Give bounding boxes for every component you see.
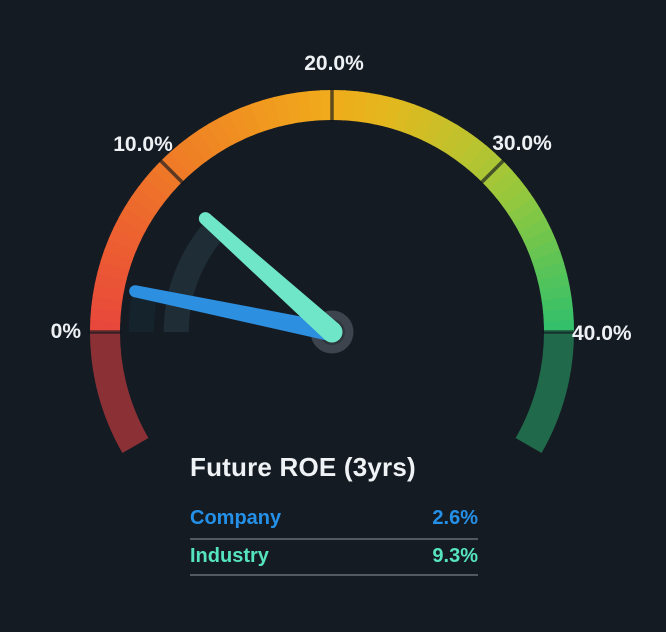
company-needle-tip [129, 285, 142, 298]
gauge-dial [87, 87, 577, 453]
tick-label-40: 40.0% [572, 322, 632, 345]
legend-row-company: Company 2.6% [190, 503, 478, 540]
industry-needle-tip [198, 212, 212, 226]
gauge-arc-under-min [90, 331, 149, 453]
legend-panel: Future ROE (3yrs) Company 2.6% Industry … [190, 451, 478, 576]
chart-title: Future ROE (3yrs) [190, 452, 416, 482]
gauge-arc-over-max [515, 331, 574, 453]
tick-label-30: 30.0% [492, 132, 552, 155]
legend-row-industry: Industry 9.3% [190, 540, 478, 576]
company-label: Company [190, 507, 282, 529]
industry-label: Industry [190, 545, 269, 567]
industry-needle [201, 213, 340, 340]
tick-label-20: 20.0% [304, 52, 364, 75]
company-value: 2.6% [432, 507, 478, 529]
industry-value: 9.3% [432, 545, 478, 567]
gauge-tick-mark [478, 157, 507, 186]
tick-label-10: 10.0% [113, 133, 173, 156]
industry-trail-arc [163, 219, 226, 333]
gauge-tick-mark [157, 157, 186, 186]
industry-needle-cap [321, 321, 343, 343]
company-needle [133, 285, 334, 342]
tick-label-0: 0% [51, 320, 82, 343]
